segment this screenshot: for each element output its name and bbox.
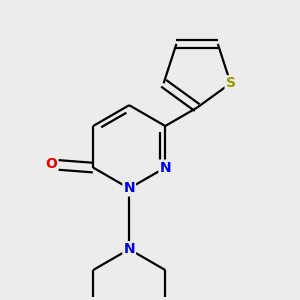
Text: N: N: [123, 182, 135, 195]
Text: N: N: [159, 160, 171, 175]
Text: O: O: [46, 158, 58, 171]
Text: S: S: [226, 76, 236, 90]
Text: N: N: [123, 242, 135, 256]
